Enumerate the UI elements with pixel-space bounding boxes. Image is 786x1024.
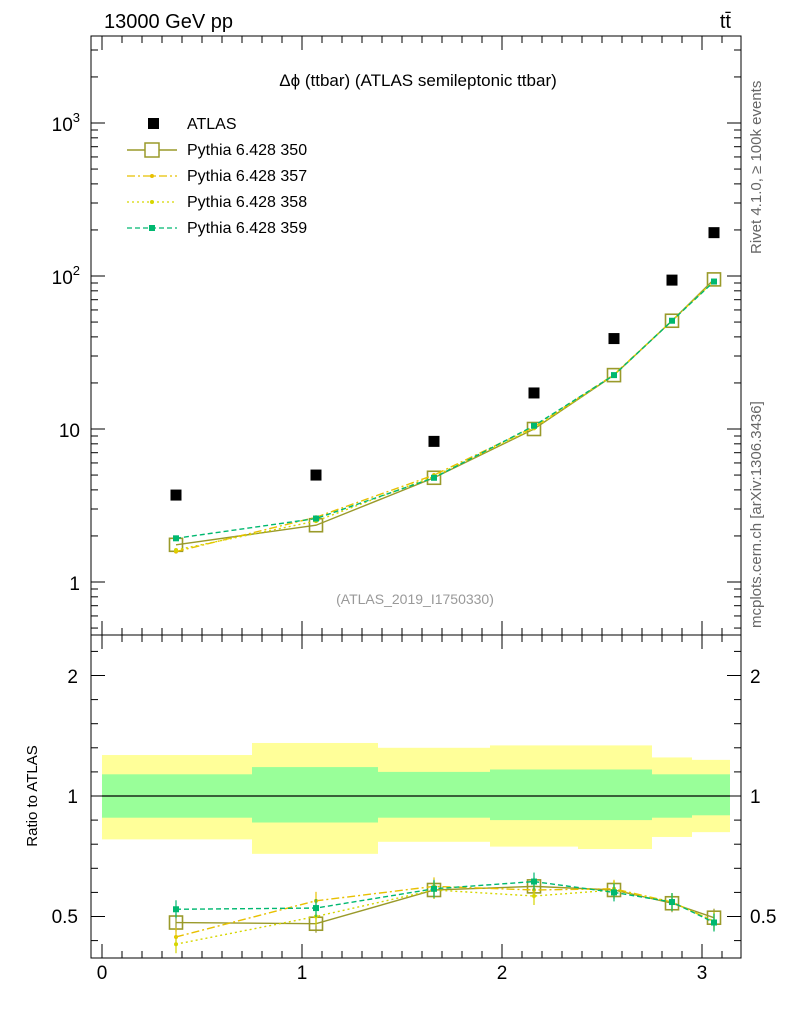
mc-point-350: [706, 272, 722, 287]
mc-point-359: [173, 535, 179, 542]
ratio-point-358: [532, 894, 536, 899]
legend-label-atlas: ATLAS: [187, 116, 237, 133]
y-tick-label-100: 102: [52, 263, 80, 289]
x-tick-label-2: 2: [497, 963, 508, 984]
legend-marker-358: [150, 200, 154, 204]
y-tick-label-10: 10: [59, 421, 80, 442]
ratio-tick-label-1-right: 1: [750, 787, 761, 808]
legend-marker-357: [150, 174, 154, 178]
legend-label-359: Pythia 6.428 359: [187, 220, 307, 237]
atlas-data-point: [170, 489, 182, 501]
ratio-point-358: [174, 942, 178, 947]
mc-point-350: [664, 313, 680, 329]
ratio-point-359: [669, 899, 675, 906]
header-process: tt̄: [720, 11, 732, 33]
ratio-tick-label-2: 2: [67, 667, 78, 688]
mc-line-359: [175, 281, 715, 540]
mc-point-359: [313, 515, 319, 522]
ratio-point-359: [611, 889, 617, 896]
mc-point-350: [606, 367, 622, 383]
x-tick-label-3: 3: [697, 963, 708, 984]
uncertainty-band-inner: [378, 771, 490, 818]
mc-point-359: [669, 317, 675, 324]
ratio-point-359: [431, 885, 437, 892]
atlas-data-point: [428, 435, 440, 447]
ratio-point-359: [313, 905, 319, 912]
atlas-data-point: [528, 387, 540, 399]
mc-point-359: [531, 422, 537, 429]
header-energy: 13000 GeV pp: [104, 11, 233, 33]
legend-label-358: Pythia 6.428 358: [187, 194, 307, 211]
legend-marker-atlas: [148, 118, 159, 129]
plot-title: Δϕ (ttbar) (ATLAS semileptonic ttbar): [279, 71, 557, 90]
x-tick-label-1: 1: [297, 963, 308, 984]
mc-point-358: [174, 547, 178, 552]
uncertainty-band-inner: [578, 769, 652, 821]
ratio-line-358: [175, 889, 715, 945]
ratio-tick-label-0.5-right: 0.5: [750, 907, 776, 928]
ratio-line-350: [175, 885, 715, 925]
mc-line-358: [175, 280, 715, 551]
atlas-data-point: [708, 227, 720, 239]
watermark: (ATLAS_2019_I1750330): [336, 591, 494, 607]
rivet-label: Rivet 4.1.0, ≥ 100k events: [748, 81, 765, 254]
ratio-tick-label-1: 1: [67, 787, 78, 808]
ratio-y-label: Ratio to ATLAS: [24, 745, 41, 846]
legend: ATLAS Pythia 6.428 350 Pythia 6.428 357 …: [127, 116, 307, 237]
x-tick-label-0: 0: [97, 963, 108, 984]
ratio-point-359: [531, 878, 537, 885]
ratio-tick-label-2-right: 2: [750, 667, 761, 688]
legend-label-350: Pythia 6.428 350: [187, 142, 307, 159]
mc-point-359: [611, 372, 617, 379]
ratio-tick-label-0.5: 0.5: [52, 907, 78, 928]
legend-marker-350: [144, 142, 160, 158]
y-tick-label-1000: 103: [52, 110, 80, 136]
y-tick-label-1: 1: [69, 574, 80, 595]
ratio-point-359: [173, 906, 179, 913]
uncertainty-band-inner: [252, 767, 378, 823]
ratio-point-359: [711, 919, 717, 926]
atlas-data-point: [310, 469, 322, 481]
atlas-data-point: [666, 274, 678, 286]
mc-point-359: [431, 474, 437, 481]
mc-line-350: [175, 278, 715, 546]
legend-label-357: Pythia 6.428 357: [187, 168, 307, 185]
mcplots-label: mcplots.cern.ch [arXiv:1306.3436]: [748, 401, 765, 628]
mc-point-359: [711, 278, 717, 285]
legend-marker-359: [149, 225, 155, 231]
uncertainty-band-inner: [692, 774, 730, 816]
atlas-data-point: [608, 333, 620, 345]
mc-line-357: [175, 280, 715, 553]
uncertainty-band-inner: [490, 769, 578, 821]
